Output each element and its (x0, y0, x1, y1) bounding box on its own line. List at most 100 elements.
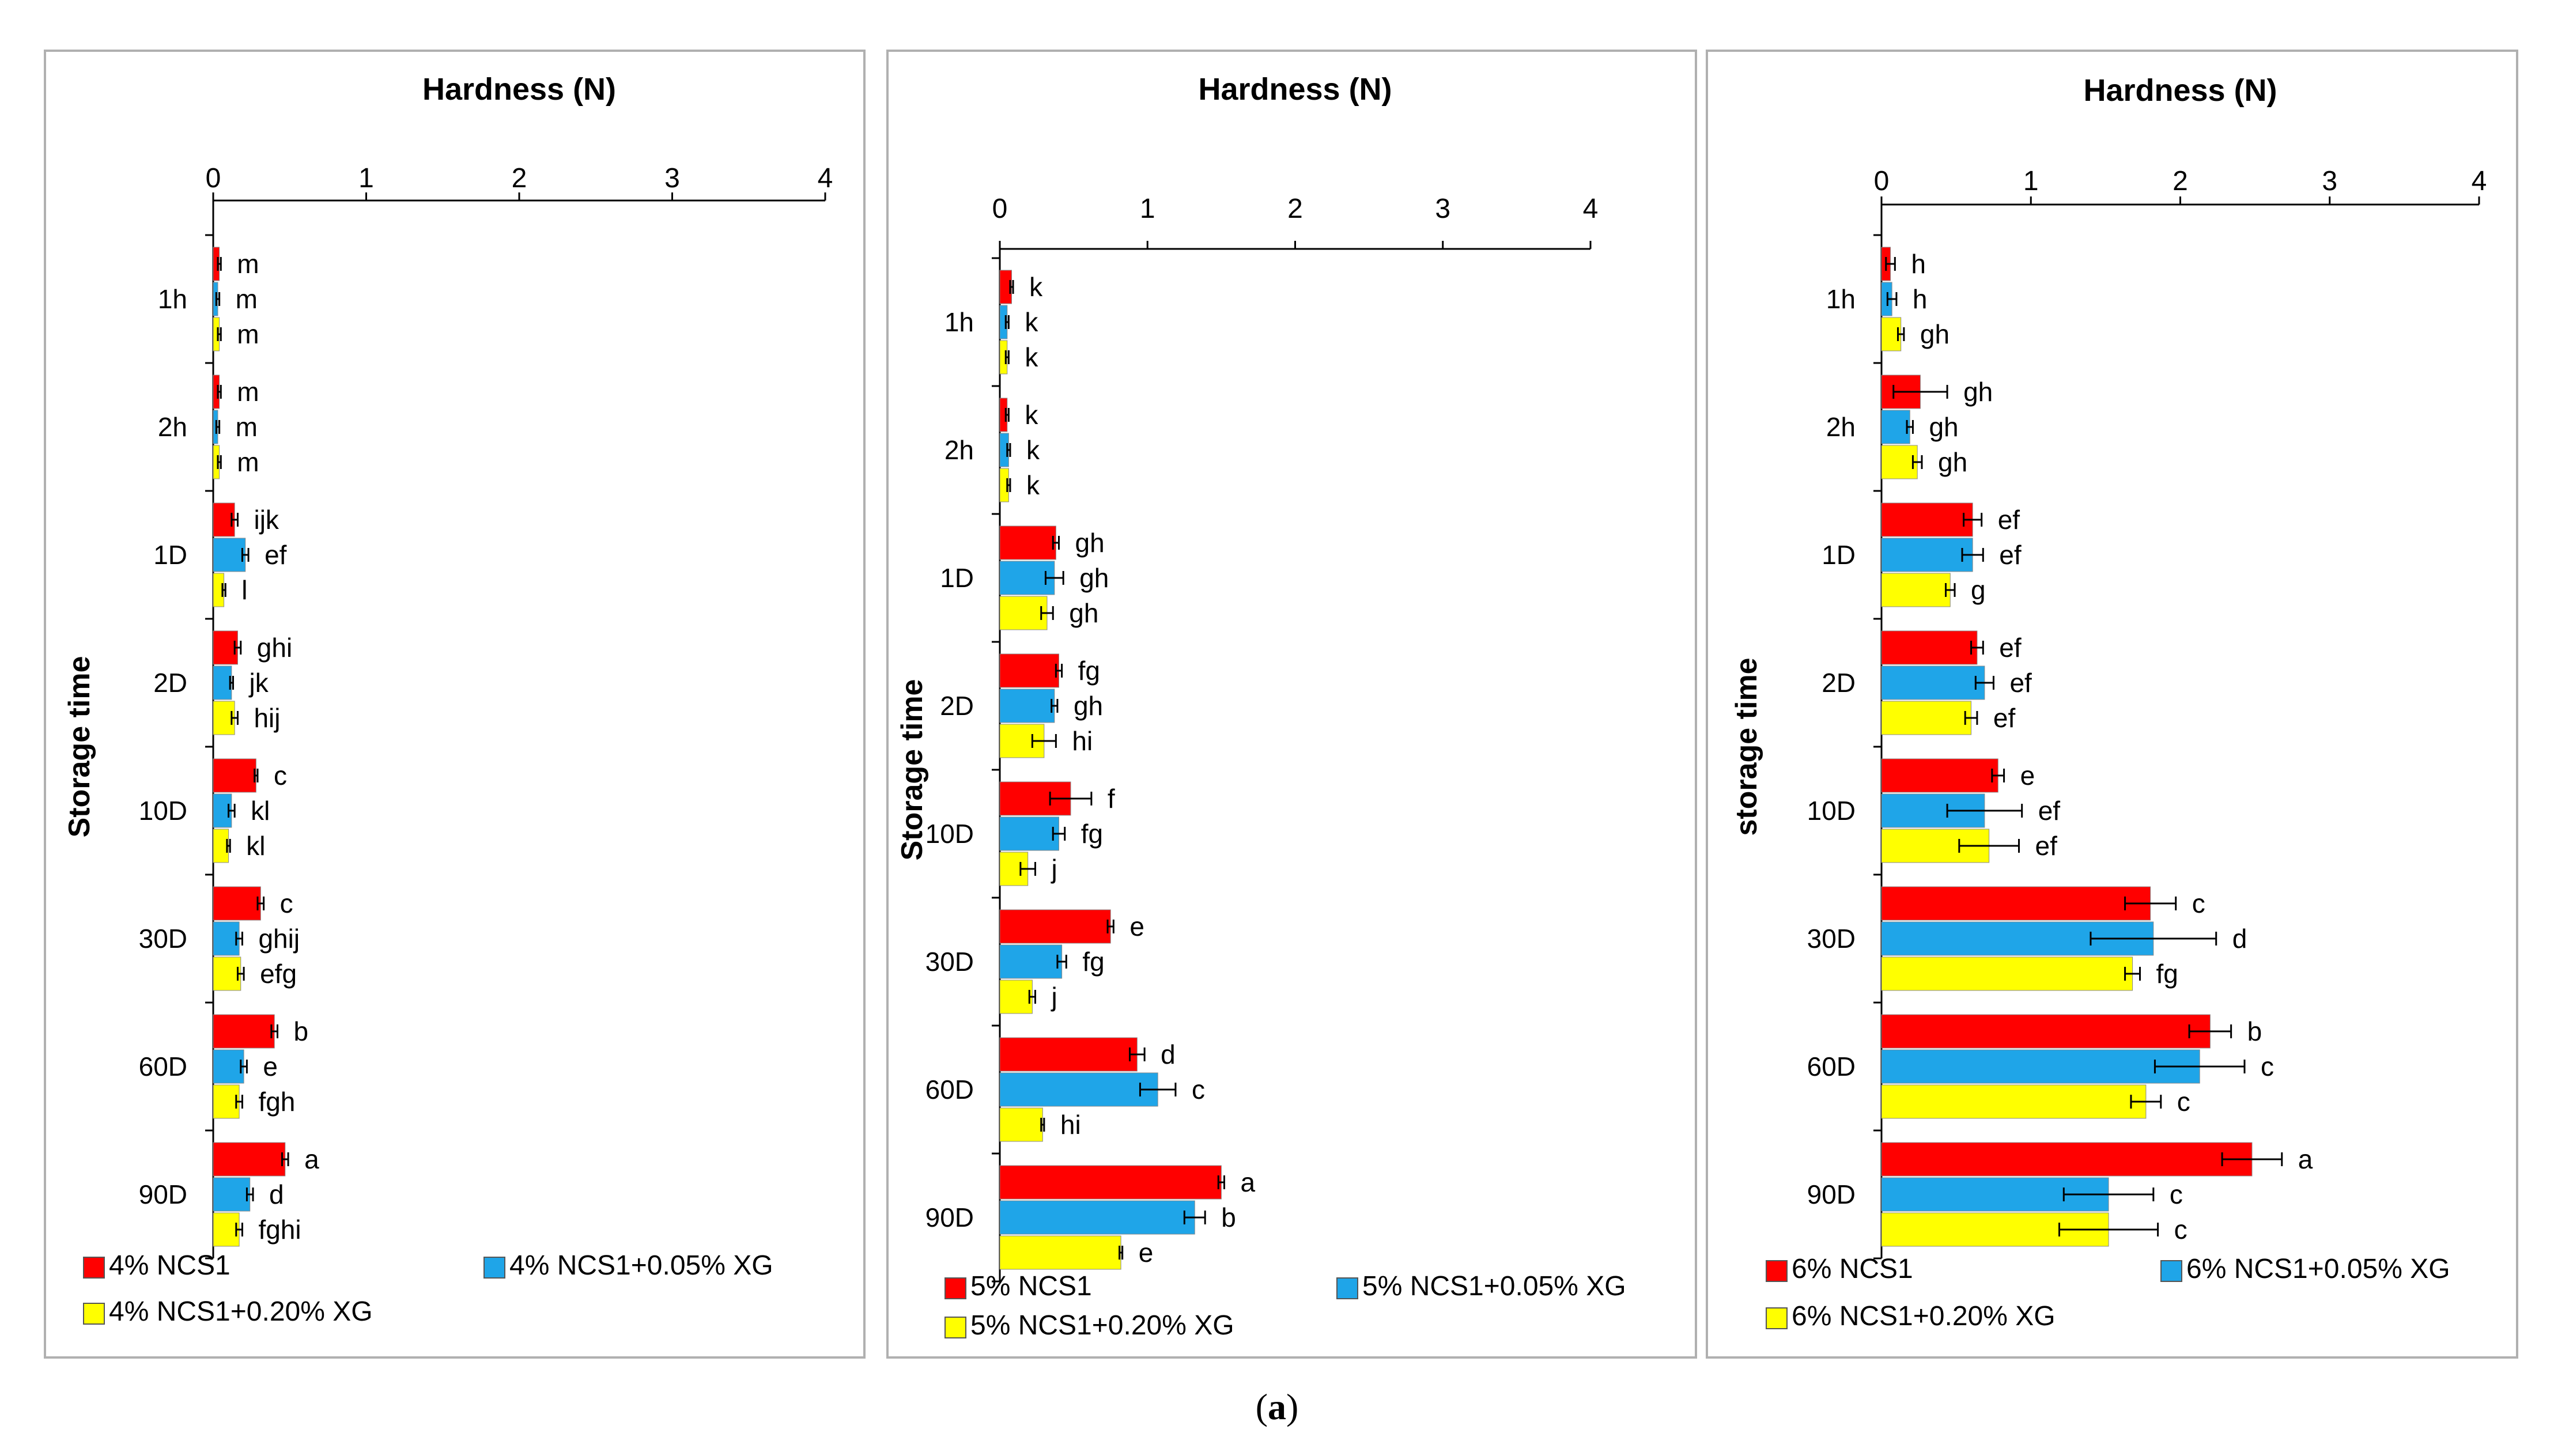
y-axis-title: storage time (1730, 657, 1763, 835)
significance-label: c (2177, 1087, 2190, 1117)
significance-label: fg (1081, 819, 1103, 849)
significance-label: ef (2038, 796, 2061, 826)
bar (1881, 956, 2133, 991)
legend-label: 4% NCS1+0.05% XG (509, 1250, 773, 1281)
legend-swatch (1336, 1277, 1358, 1299)
caption-letter: a (1268, 1386, 1286, 1427)
x-tick-label: 0 (1874, 166, 1890, 196)
significance-label: fg (1078, 656, 1100, 686)
bar (1881, 445, 1918, 479)
significance-label: ghij (258, 924, 300, 954)
significance-label: b (294, 1016, 309, 1046)
bar (1881, 886, 2151, 921)
legend-label: 5% NCS1+0.05% XG (1362, 1271, 1626, 1302)
significance-label: h (1911, 249, 1926, 279)
significance-label: c (2192, 888, 2205, 918)
significance-label: fgh (258, 1087, 295, 1117)
significance-label: gh (1938, 447, 1967, 477)
category-label: 90D (139, 1179, 187, 1209)
chart-title: Hardness (N) (1198, 72, 1392, 107)
significance-label: a (1241, 1167, 1256, 1197)
category-label: 2D (1822, 668, 1856, 698)
significance-label: fghi (258, 1215, 301, 1245)
legend-label: 5% NCS1 (970, 1271, 1092, 1302)
legend-swatch (944, 1277, 966, 1299)
significance-label: k (1025, 400, 1038, 430)
significance-label: d (1161, 1039, 1176, 1069)
bar (213, 1212, 240, 1247)
significance-label: k (1026, 435, 1040, 465)
category-label: 1h (944, 307, 974, 337)
x-tick-label: 4 (818, 163, 833, 194)
significance-label: gh (1920, 319, 1949, 349)
x-tick-label: 0 (992, 194, 1008, 224)
significance-label: m (237, 249, 259, 279)
y-axis-title: Storage time (63, 656, 96, 838)
significance-label: jk (248, 668, 269, 698)
x-tick-label: 3 (2322, 166, 2337, 196)
bar (1881, 538, 1973, 572)
significance-label: m (237, 447, 259, 477)
significance-label: k (1025, 342, 1038, 372)
significance-label: k (1026, 470, 1040, 500)
category-label: 90D (925, 1202, 974, 1232)
significance-label: c (2261, 1052, 2274, 1081)
category-label: 1D (1822, 540, 1856, 570)
significance-label: ef (2009, 668, 2032, 698)
bar (999, 1072, 1158, 1107)
figure-caption: (a) (0, 1386, 2554, 1428)
significance-label: c (1192, 1075, 1205, 1105)
significance-label: c (280, 888, 293, 918)
bar (999, 909, 1111, 944)
bar (999, 816, 1059, 851)
bar (213, 665, 232, 700)
x-tick-label: 4 (1583, 194, 1599, 224)
legend-swatch (83, 1303, 105, 1325)
bar (1881, 630, 1978, 665)
bar (213, 1049, 244, 1084)
significance-label: kl (246, 831, 265, 861)
bar (213, 886, 261, 921)
legend-label: 6% NCS1 (1792, 1254, 1913, 1284)
significance-label: m (237, 319, 259, 349)
bar (1881, 502, 1973, 537)
significance-label: e (1129, 912, 1144, 941)
category-label: 30D (925, 947, 974, 977)
significance-label: ef (1999, 540, 2022, 570)
category-label: 1D (940, 563, 974, 593)
bar (1881, 701, 1972, 735)
significance-label: b (2247, 1016, 2262, 1046)
significance-label: g (1971, 575, 1986, 605)
bar (1881, 410, 1910, 444)
significance-label: e (2020, 761, 2035, 791)
x-tick-label: 2 (2173, 166, 2188, 196)
x-tick-label: 3 (664, 163, 680, 194)
significance-label: k (1025, 307, 1038, 337)
legend-label: 6% NCS1+0.20% XG (1792, 1301, 2056, 1332)
bar (999, 689, 1055, 723)
x-tick-label: 0 (206, 163, 221, 194)
bar (1881, 1014, 2211, 1049)
significance-label: efg (260, 959, 297, 989)
x-tick-label: 2 (1287, 194, 1303, 224)
legend-label: 4% NCS1 (109, 1250, 231, 1281)
chart-title: Hardness (N) (422, 72, 616, 107)
significance-label: j (1051, 854, 1057, 884)
significance-label: ghi (257, 633, 292, 663)
significance-label: gh (1075, 528, 1105, 558)
significance-label: d (2232, 924, 2247, 954)
bar (999, 1107, 1043, 1142)
x-tick-label: 3 (1435, 194, 1450, 224)
significance-label: hi (1072, 726, 1093, 756)
significance-label: ef (1999, 633, 2022, 663)
significance-label: a (304, 1144, 319, 1174)
category-label: 10D (1807, 796, 1856, 826)
significance-label: gh (1069, 598, 1098, 628)
x-tick-label: 4 (2472, 166, 2487, 196)
category-label: 2h (944, 435, 974, 465)
significance-label: ef (265, 540, 287, 570)
bar (999, 1037, 1138, 1072)
y-axis-title: Storage time (896, 679, 929, 861)
